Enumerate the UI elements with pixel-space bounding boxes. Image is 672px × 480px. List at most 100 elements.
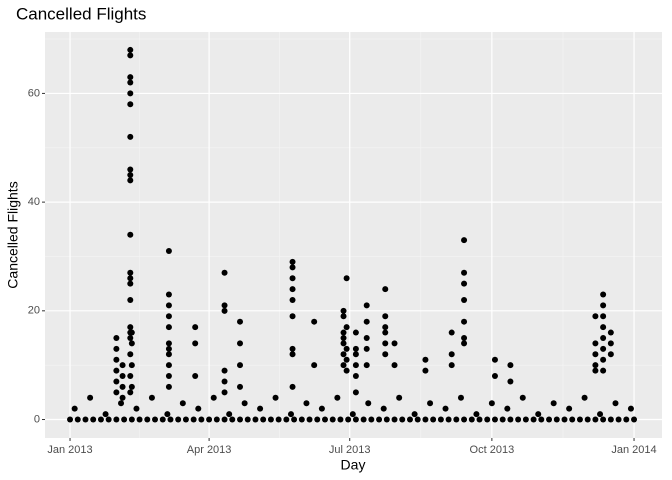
x-tick-label: Jan 2014	[611, 444, 656, 456]
point	[461, 318, 468, 325]
point	[192, 373, 199, 380]
point	[352, 362, 359, 369]
point	[406, 416, 413, 423]
point	[289, 264, 296, 271]
point	[291, 416, 298, 423]
point	[352, 373, 359, 380]
point	[365, 400, 372, 407]
point	[352, 345, 359, 352]
point	[569, 416, 576, 423]
point	[287, 411, 294, 418]
point	[352, 389, 359, 396]
point	[631, 416, 638, 423]
chart-title: Cancelled Flights	[16, 4, 146, 23]
point	[504, 405, 511, 412]
point	[380, 405, 387, 412]
point	[244, 416, 251, 423]
point	[121, 416, 128, 423]
point	[363, 334, 370, 341]
point	[148, 394, 155, 401]
point	[267, 416, 274, 423]
point	[165, 248, 172, 255]
point	[382, 329, 389, 336]
point	[615, 416, 622, 423]
point	[546, 416, 553, 423]
point	[391, 340, 398, 347]
point	[468, 416, 475, 423]
point	[600, 416, 607, 423]
point	[289, 296, 296, 303]
point	[507, 362, 514, 369]
point	[391, 362, 398, 369]
point	[396, 394, 403, 401]
point	[113, 367, 120, 374]
x-tick-label: Jul 2013	[329, 444, 371, 456]
point	[363, 302, 370, 309]
point	[221, 307, 228, 314]
point	[515, 416, 522, 423]
point	[600, 324, 607, 331]
point	[376, 416, 383, 423]
point	[165, 302, 172, 309]
point	[127, 324, 134, 331]
point	[127, 52, 134, 59]
point	[445, 416, 452, 423]
point	[461, 269, 468, 276]
point	[612, 400, 619, 407]
point	[538, 416, 545, 423]
point	[128, 383, 135, 390]
point	[113, 356, 120, 363]
point	[136, 416, 143, 423]
point	[159, 416, 166, 423]
plot-panel	[45, 32, 662, 438]
point	[229, 416, 236, 423]
point	[343, 275, 350, 282]
point	[491, 356, 498, 363]
point	[607, 329, 614, 336]
point	[127, 79, 134, 86]
point	[507, 378, 514, 385]
y-tick-label: 0	[34, 413, 40, 425]
point	[311, 318, 318, 325]
point	[192, 324, 199, 331]
point	[600, 334, 607, 341]
point	[289, 351, 296, 358]
point	[592, 362, 599, 369]
point	[127, 373, 134, 380]
point	[592, 351, 599, 358]
point	[127, 231, 134, 238]
point	[535, 411, 542, 418]
point	[600, 291, 607, 298]
point	[119, 394, 126, 401]
point	[127, 296, 134, 303]
point	[507, 416, 514, 423]
point	[491, 373, 498, 380]
point	[119, 383, 126, 390]
point	[329, 416, 336, 423]
point	[97, 416, 104, 423]
point	[340, 313, 347, 320]
point	[289, 258, 296, 265]
point	[165, 324, 172, 331]
point	[102, 411, 109, 418]
point	[488, 400, 495, 407]
point	[592, 367, 599, 374]
point	[260, 416, 267, 423]
point	[165, 373, 172, 380]
point	[600, 367, 607, 374]
point	[289, 275, 296, 282]
point	[165, 362, 172, 369]
point	[206, 416, 213, 423]
point	[182, 416, 189, 423]
point	[257, 405, 264, 412]
point	[334, 394, 341, 401]
point	[311, 362, 318, 369]
y-tick-label: 40	[28, 196, 40, 208]
point	[127, 166, 134, 173]
point	[127, 389, 134, 396]
point	[442, 405, 449, 412]
point	[127, 101, 134, 108]
y-tick-label: 60	[28, 87, 40, 99]
point	[600, 313, 607, 320]
point	[581, 394, 588, 401]
